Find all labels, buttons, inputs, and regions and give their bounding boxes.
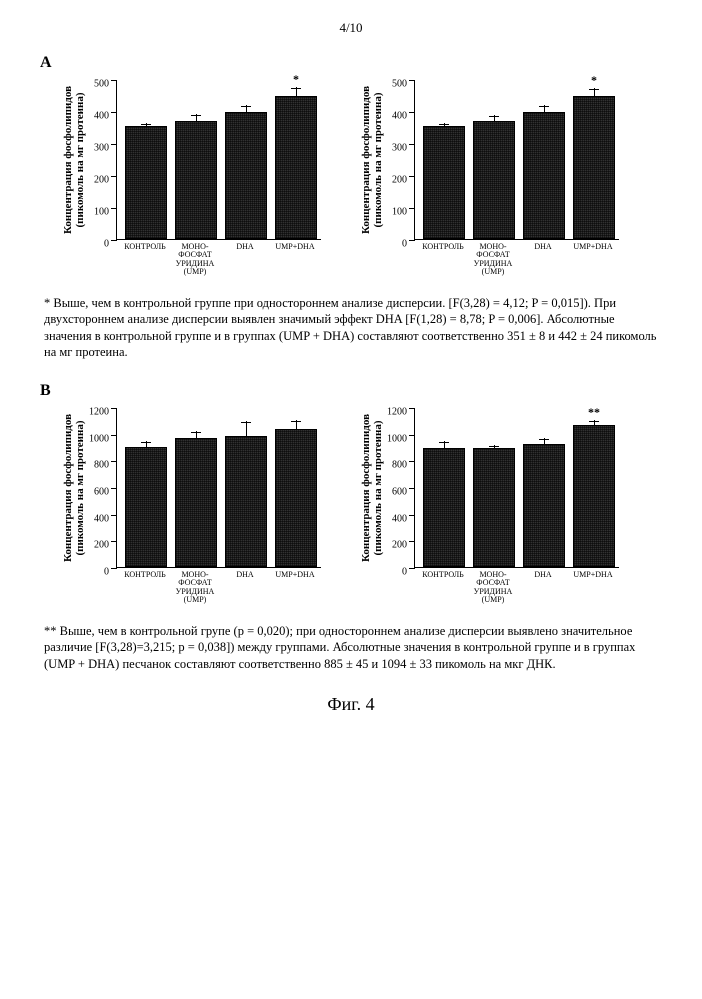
chart-b-right: Концентрация фосфолипидов (пикомоль на м… (360, 402, 640, 617)
bar (275, 429, 317, 567)
x-label: МОНО- ФОСФАТ УРИДИНА (UMP) (470, 243, 516, 277)
chart-b-left: Концентрация фосфолипидов (пикомоль на м… (62, 402, 342, 617)
y-tick-label: 400 (94, 513, 117, 524)
y-tick-label: 200 (392, 540, 415, 551)
y-tick-label: 1000 (387, 433, 415, 444)
y-tick-label: 0 (402, 567, 415, 578)
y-tick-label: 300 (392, 143, 415, 154)
y-tick-label: 500 (94, 79, 117, 90)
chart-a-left: Концентрация фосфолипидов (пикомоль на м… (62, 74, 342, 289)
x-label: UMP+DHA (570, 571, 616, 579)
bar (573, 425, 615, 567)
x-label: DHA (520, 571, 566, 579)
y-tick-label: 1000 (89, 433, 117, 444)
bar (423, 126, 465, 239)
plot-area: 020040060080010001200 (116, 408, 321, 568)
error-cap (141, 442, 151, 443)
x-label: DHA (222, 571, 268, 579)
y-tick-label: 400 (94, 111, 117, 122)
y-tick-label: 800 (392, 460, 415, 471)
x-label: МОНО- ФОСФАТ УРИДИНА (UMP) (172, 243, 218, 277)
y-tick-label: 400 (392, 111, 415, 122)
bar (423, 448, 465, 567)
x-label: КОНТРОЛЬ (122, 243, 168, 251)
error-cap (191, 115, 201, 116)
error-cap (291, 421, 301, 422)
error-cap (439, 442, 449, 443)
x-label: КОНТРОЛЬ (122, 571, 168, 579)
bar (523, 444, 565, 567)
error-cap (291, 88, 301, 89)
error-cap (489, 446, 499, 447)
y-tick-label: 200 (94, 540, 117, 551)
y-axis-label: Концентрация фосфолипидов (пикомоль на м… (360, 408, 384, 568)
panel-a-label: A (40, 54, 662, 72)
x-label: DHA (222, 243, 268, 251)
y-tick-label: 0 (104, 239, 117, 250)
panel-a-row: Концентрация фосфолипидов (пикомоль на м… (40, 74, 662, 289)
x-label: КОНТРОЛЬ (420, 571, 466, 579)
bar (125, 447, 167, 567)
panel-b-row: Концентрация фосфолипидов (пикомоль на м… (40, 402, 662, 617)
bar (473, 121, 515, 239)
plot-area: 020040060080010001200** (414, 408, 619, 568)
chart-a-right: Концентрация фосфолипидов (пикомоль на м… (360, 74, 640, 289)
error-cap (141, 124, 151, 125)
error-cap (241, 106, 251, 107)
bar (275, 96, 317, 239)
x-label: МОНО- ФОСФАТ УРИДИНА (UMP) (470, 571, 516, 605)
x-label: UMP+DHA (272, 571, 318, 579)
bar (573, 96, 615, 239)
significance-marker: ** (588, 405, 600, 420)
x-label: UMP+DHA (570, 243, 616, 251)
y-tick-label: 800 (94, 460, 117, 471)
y-axis-label: Концентрация фосфолипидов (пикомоль на м… (360, 80, 384, 240)
error-bar (246, 421, 247, 436)
bar (225, 436, 267, 567)
bar (125, 126, 167, 239)
y-tick-label: 200 (392, 175, 415, 186)
page-number: 4/10 (40, 20, 662, 36)
y-tick-label: 300 (94, 143, 117, 154)
y-tick-label: 0 (104, 567, 117, 578)
plot-area: 0100200300400500* (414, 80, 619, 240)
bar (473, 448, 515, 567)
error-cap (539, 106, 549, 107)
caption-a: * Выше, чем в контрольной группе при одн… (44, 295, 658, 360)
x-label: МОНО- ФОСФАТ УРИДИНА (UMP) (172, 571, 218, 605)
y-tick-label: 100 (94, 207, 117, 218)
bar (175, 438, 217, 567)
figure-label: Фиг. 4 (40, 694, 662, 715)
bar (175, 121, 217, 239)
caption-b: ** Выше, чем в контрольной групе (p = 0,… (44, 623, 658, 672)
significance-marker: * (591, 73, 597, 88)
error-cap (539, 439, 549, 440)
y-tick-label: 400 (392, 513, 415, 524)
error-cap (589, 421, 599, 422)
plot-area: 0100200300400500* (116, 80, 321, 240)
y-axis-label: Концентрация фосфолипидов (пикомоль на м… (62, 408, 86, 568)
x-label: КОНТРОЛЬ (420, 243, 466, 251)
y-tick-label: 600 (392, 487, 415, 498)
bar (523, 112, 565, 239)
error-cap (241, 422, 251, 423)
y-axis-label: Концентрация фосфолипидов (пикомоль на м… (62, 80, 86, 240)
y-tick-label: 500 (392, 79, 415, 90)
x-label: DHA (520, 243, 566, 251)
panel-b-label: B (40, 382, 662, 400)
y-tick-label: 0 (402, 239, 415, 250)
x-label: UMP+DHA (272, 243, 318, 251)
y-tick-label: 100 (392, 207, 415, 218)
error-cap (489, 116, 499, 117)
bar (225, 112, 267, 239)
y-tick-label: 1200 (89, 407, 117, 418)
error-cap (589, 89, 599, 90)
significance-marker: * (293, 72, 299, 87)
y-tick-label: 200 (94, 175, 117, 186)
y-tick-label: 1200 (387, 407, 415, 418)
error-cap (439, 124, 449, 125)
y-tick-label: 600 (94, 487, 117, 498)
error-cap (191, 432, 201, 433)
